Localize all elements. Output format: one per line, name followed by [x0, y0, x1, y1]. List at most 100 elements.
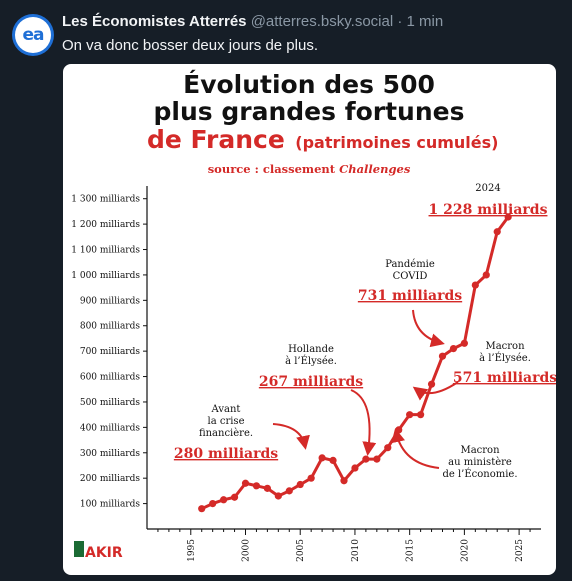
post-time[interactable]: 1 min	[406, 13, 444, 30]
data-point	[209, 499, 217, 508]
data-points	[198, 213, 512, 513]
data-point	[252, 482, 261, 490]
annotation-crisis: Avant la crise financière. 280 milliards	[174, 404, 278, 462]
post-image[interactable]: Évolution des 500 plus grandes fortunes …	[63, 64, 556, 575]
annotation-crisis-value: 280 milliards	[174, 446, 278, 462]
fakir-logo-mark	[74, 541, 84, 557]
annotation-arrow-macron-elysee	[412, 381, 459, 401]
data-point	[406, 411, 414, 419]
y-tick-label: 300 milliards	[80, 449, 141, 459]
y-tick-label: 1 200 milliards	[71, 220, 140, 230]
chart-title-suffix: (patrimoines cumulés)	[295, 133, 498, 152]
data-point	[395, 426, 403, 434]
annotation-hollande-line2: à l’Élysée.	[285, 355, 337, 367]
data-point	[351, 464, 359, 472]
y-tick-label: 700 milliards	[80, 347, 141, 357]
x-tick-label: 2005	[296, 539, 306, 562]
chart-source-name: Challenges	[339, 162, 411, 176]
data-point	[230, 493, 239, 501]
data-point	[263, 484, 271, 492]
data-point	[220, 496, 228, 504]
annotation-covid-line2: COVID	[393, 271, 428, 282]
chart-title-line2: plus grandes fortunes	[154, 97, 465, 126]
annotation-covid-line1: Pandémie	[385, 259, 435, 270]
annotation-hollande-value: 267 milliards	[259, 374, 363, 390]
author-name[interactable]: Les Économistes Atterrés	[62, 13, 247, 30]
data-point	[362, 455, 370, 463]
annotation-crisis-line2: la crise	[208, 416, 245, 427]
x-tick-label: 2015	[406, 539, 416, 562]
data-point	[329, 456, 337, 464]
y-tick-label: 1 100 milliards	[71, 246, 140, 256]
annotation-arrow-macron-ministere	[391, 428, 440, 469]
annotation-hollande-line1: Hollande	[288, 344, 334, 355]
x-tick-label: 2000	[242, 539, 252, 562]
data-point	[493, 228, 501, 236]
data-point	[198, 505, 206, 513]
data-point	[296, 480, 304, 489]
annotation-covid-value: 731 milliards	[358, 288, 462, 304]
x-ticks: 1995 2000 2005 2010 2015 2020 2025	[157, 529, 531, 562]
avatar[interactable]: ea	[12, 14, 54, 56]
data-point	[449, 345, 458, 353]
y-ticks: 100 milliards 200 milliards 300 milliards 4…	[71, 195, 147, 510]
annotation-crisis-line1: Avant	[211, 404, 241, 415]
chart-title-country: de France	[147, 125, 285, 154]
chart-title-line1: Évolution des 500	[183, 70, 435, 99]
data-point	[340, 477, 348, 485]
data-point	[427, 380, 436, 388]
annotation-arrow-crisis	[272, 423, 310, 450]
author-handle[interactable]: @atterres.bsky.social	[250, 13, 394, 30]
avatar-logo-text: ea	[22, 25, 44, 45]
x-tick-label: 2010	[351, 539, 361, 562]
x-tick-label: 2020	[460, 539, 470, 562]
y-tick-label: 1 300 milliards	[71, 195, 140, 205]
annotation-hollande: Hollande à l’Élysée. 267 milliards	[259, 344, 363, 390]
data-point	[307, 474, 315, 482]
annotation-covid: Pandémie COVID 731 milliards	[358, 259, 462, 304]
y-tick-label: 100 milliards	[80, 500, 141, 510]
y-tick-label: 400 milliards	[80, 423, 141, 433]
annotation-macron-elysee-value: 571 milliards	[453, 370, 556, 386]
data-point	[460, 339, 468, 347]
data-point	[373, 455, 381, 463]
y-tick-label: 600 milliards	[80, 373, 141, 383]
data-point	[417, 411, 425, 419]
fortunes-chart: Évolution des 500 plus grandes fortunes …	[71, 70, 556, 562]
data-point	[482, 271, 490, 279]
annotation-macron-elysee: Macron à l’Élysée. 571 milliards	[453, 341, 556, 386]
chart-source-prefix: source : classement	[208, 162, 339, 176]
data-point	[285, 487, 293, 495]
annotation-macron-ministere-line3: de l’Économie.	[442, 468, 517, 480]
annotation-2024-year: 2024	[475, 183, 500, 194]
annotation-macron-elysee-line1: Macron	[485, 341, 525, 352]
y-tick-label: 900 milliards	[80, 296, 141, 306]
annotation-2024: 2024 1 228 milliards	[429, 183, 548, 218]
header-separator: ·	[397, 13, 403, 30]
chart-title-line3: de France (patrimoines cumulés)	[147, 125, 498, 154]
annotation-arrow-hollande	[350, 389, 377, 456]
data-point	[384, 444, 392, 452]
post-text: On va donc bosser deux jours de plus.	[62, 37, 318, 54]
data-point	[241, 479, 250, 487]
y-tick-label: 1 000 milliards	[71, 271, 140, 281]
annotation-crisis-line3: financière.	[199, 428, 253, 439]
annotation-macron-ministere-line2: au ministère	[448, 457, 512, 468]
data-point	[318, 454, 326, 462]
y-tick-label: 500 milliards	[80, 398, 141, 408]
annotation-arrow-covid	[412, 309, 445, 348]
data-point	[274, 492, 282, 500]
post-header: Les Économistes Atterrés @atterres.bsky.…	[62, 13, 443, 30]
y-tick-label: 800 milliards	[80, 322, 141, 332]
fakir-logo-text: AKIR	[85, 545, 123, 561]
fakir-logo: AKIR	[74, 541, 123, 561]
x-tick-label: 1995	[187, 539, 197, 562]
y-tick-label: 200 milliards	[80, 474, 141, 484]
chart-source: source : classement Challenges	[208, 162, 411, 176]
x-tick-label: 2025	[515, 539, 525, 562]
data-point	[438, 352, 447, 360]
avatar-logo: ea	[15, 17, 51, 53]
annotation-macron-ministere: Macron au ministère de l’Économie.	[442, 445, 517, 480]
annotation-macron-elysee-line2: à l’Élysée.	[479, 352, 531, 364]
data-point	[471, 281, 479, 289]
